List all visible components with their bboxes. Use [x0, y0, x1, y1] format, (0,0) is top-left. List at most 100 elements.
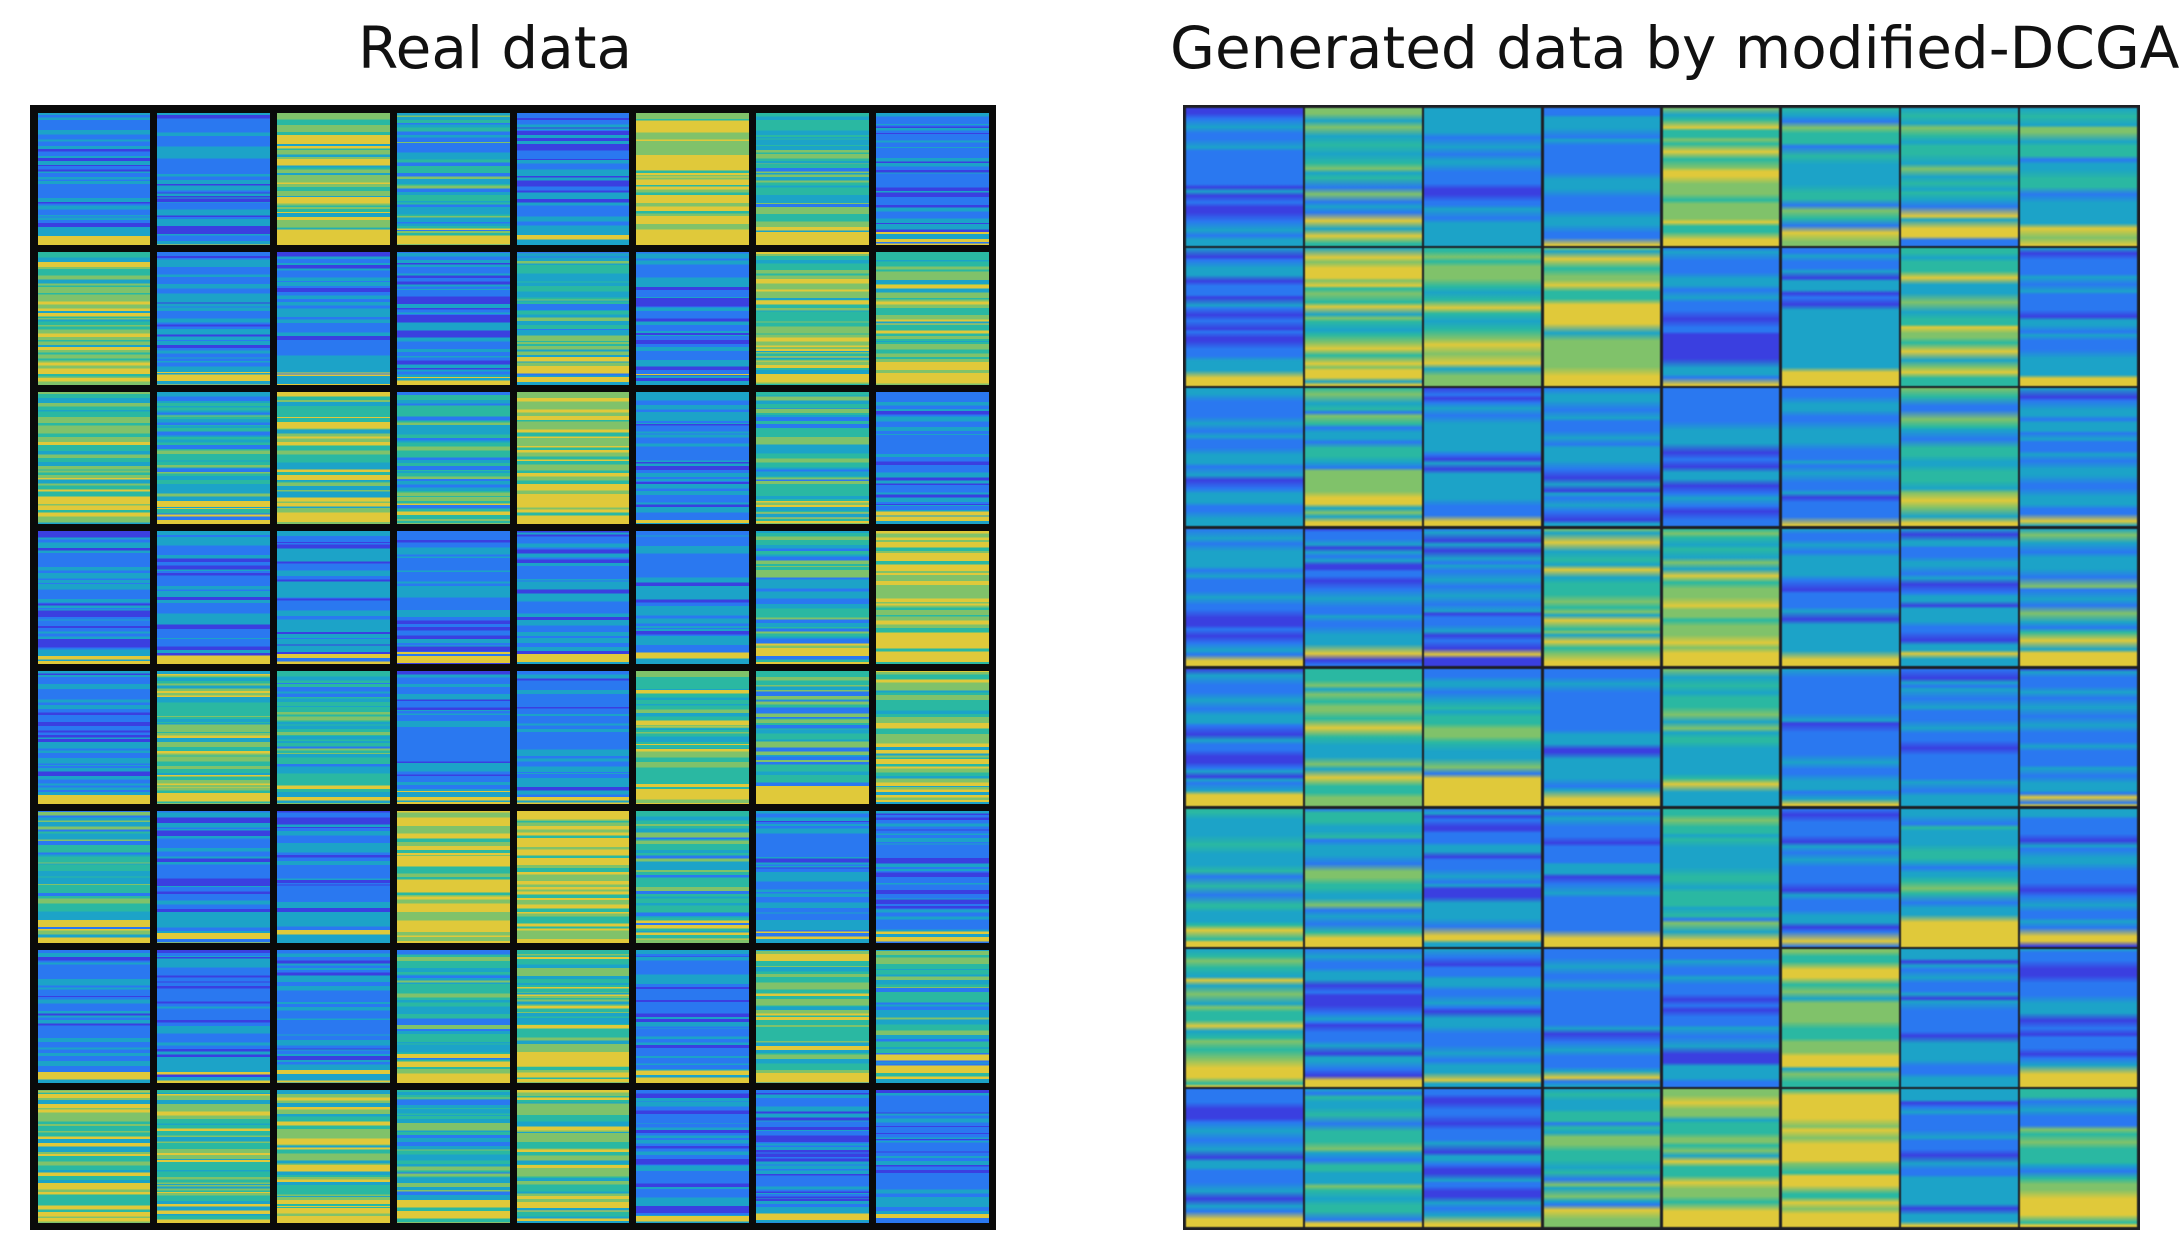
generated-data-grid [1183, 105, 2140, 1230]
heatmap-tile [875, 391, 989, 525]
heatmap-tile [1900, 668, 2018, 807]
heatmap-tile [875, 531, 989, 664]
heatmap-tile [37, 950, 151, 1083]
heatmap-tile [875, 671, 989, 804]
heatmap-tile [875, 112, 989, 246]
heatmap-tile [277, 531, 390, 664]
heatmap-tile [1424, 668, 1542, 807]
heatmap-tile [396, 252, 510, 385]
heatmap-tile [2020, 248, 2137, 387]
heatmap-tile [37, 391, 151, 525]
heatmap-tile [37, 1089, 151, 1223]
heatmap-tile [1186, 668, 1303, 807]
heatmap-tile [2020, 948, 2137, 1087]
heatmap-tile [2020, 108, 2137, 246]
heatmap-tile [1186, 248, 1303, 387]
heatmap-tile [157, 671, 270, 804]
heatmap-tile [756, 1089, 869, 1223]
heatmap-tile [516, 531, 630, 664]
heatmap-tile [636, 1089, 749, 1223]
heatmap-tile [277, 252, 390, 385]
heatmap-tile [1186, 808, 1303, 947]
heatmap-tile [1424, 1089, 1542, 1227]
heatmap-tile [636, 671, 749, 804]
heatmap-tile [756, 112, 869, 246]
heatmap-tile [1186, 1089, 1303, 1227]
heatmap-tile [1900, 528, 2018, 667]
heatmap-tile [1424, 108, 1542, 246]
heatmap-tile [1424, 528, 1542, 667]
heatmap-tile [1900, 108, 2018, 246]
heatmap-tile [875, 950, 989, 1083]
heatmap-tile [277, 810, 390, 944]
heatmap-tile [1305, 668, 1423, 807]
heatmap-tile [1781, 808, 1899, 947]
heatmap-tile [516, 1089, 630, 1223]
heatmap-tile [756, 531, 869, 664]
heatmap-tile [1543, 668, 1661, 807]
heatmap-tile [756, 391, 869, 525]
heatmap-tile [516, 391, 630, 525]
heatmap-tile [2020, 668, 2137, 807]
heatmap-tile [1662, 528, 1780, 667]
heatmap-tile [516, 810, 630, 944]
heatmap-tile [396, 391, 510, 525]
heatmap-tile [1424, 948, 1542, 1087]
heatmap-tile [1543, 248, 1661, 387]
heatmap-tile [875, 810, 989, 944]
heatmap-tile [1662, 248, 1780, 387]
heatmap-tile [1662, 948, 1780, 1087]
heatmap-tile [37, 531, 151, 664]
heatmap-tile [157, 112, 270, 246]
heatmap-tile [277, 112, 390, 246]
heatmap-tile [1305, 388, 1423, 527]
heatmap-tile [636, 950, 749, 1083]
heatmap-tile [516, 252, 630, 385]
heatmap-tile [1781, 108, 1899, 246]
heatmap-tile [2020, 528, 2137, 667]
heatmap-tile [396, 1089, 510, 1223]
heatmap-tile [756, 252, 869, 385]
heatmap-tile [277, 671, 390, 804]
heatmap-tile [1781, 668, 1899, 807]
heatmap-tile [636, 531, 749, 664]
heatmap-tile [756, 671, 869, 804]
heatmap-tile [1543, 1089, 1661, 1227]
heatmap-tile [1424, 388, 1542, 527]
heatmap-tile [756, 810, 869, 944]
heatmap-tile [2020, 1089, 2137, 1227]
heatmap-tile [1424, 808, 1542, 947]
heatmap-tile [2020, 388, 2137, 527]
heatmap-tile [1900, 948, 2018, 1087]
heatmap-tile [277, 1089, 390, 1223]
heatmap-tile [396, 531, 510, 664]
heatmap-tile [157, 950, 270, 1083]
heatmap-tile [1543, 528, 1661, 667]
heatmap-tile [1900, 388, 2018, 527]
heatmap-tile [1662, 668, 1780, 807]
heatmap-tile [396, 810, 510, 944]
heatmap-tile [157, 531, 270, 664]
heatmap-tile [396, 950, 510, 1083]
heatmap-tile [1186, 108, 1303, 246]
heatmap-tile [636, 810, 749, 944]
heatmap-tile [2020, 808, 2137, 947]
heatmap-tile [1424, 248, 1542, 387]
heatmap-tile [1186, 948, 1303, 1087]
heatmap-tile [1781, 248, 1899, 387]
heatmap-tile [1662, 108, 1780, 246]
heatmap-tile [1305, 528, 1423, 667]
heatmap-tile [157, 391, 270, 525]
heatmap-tile [37, 810, 151, 944]
heatmap-tile [1186, 388, 1303, 527]
heatmap-tile [37, 112, 151, 246]
heatmap-tile [1900, 248, 2018, 387]
heatmap-tile [516, 950, 630, 1083]
heatmap-tile [157, 252, 270, 385]
panel-title-real: Real data [357, 14, 633, 82]
heatmap-tile [636, 391, 749, 525]
heatmap-tile [396, 112, 510, 246]
heatmap-tile [1543, 108, 1661, 246]
heatmap-tile [1305, 808, 1423, 947]
heatmap-tile [1305, 948, 1423, 1087]
